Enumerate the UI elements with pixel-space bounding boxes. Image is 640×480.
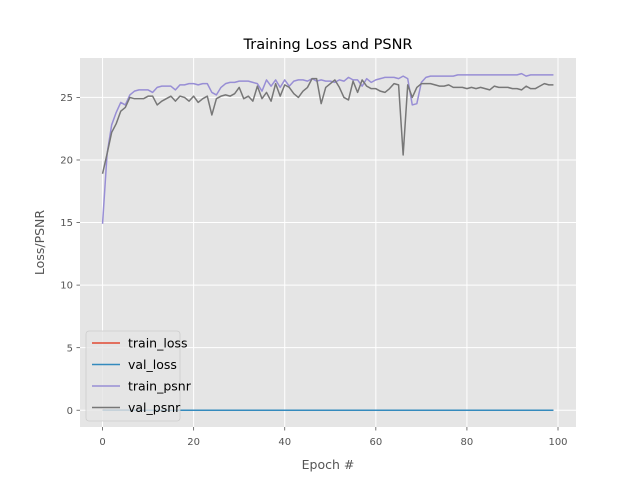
x-tick-label: 20 bbox=[187, 437, 200, 448]
legend-box bbox=[85, 330, 181, 422]
y-axis-label: Loss/PSNR bbox=[32, 210, 47, 275]
x-tick-label: 80 bbox=[461, 437, 474, 448]
y-tick-label: 15 bbox=[60, 218, 73, 229]
x-tick-label: 40 bbox=[278, 437, 291, 448]
legend-label: train_loss bbox=[128, 336, 188, 351]
x-axis-label: Epoch # bbox=[302, 457, 355, 472]
y-tick-label: 0 bbox=[67, 406, 73, 417]
x-tick-label: 60 bbox=[369, 437, 382, 448]
chart-title: Training Loss and PSNR bbox=[243, 37, 413, 53]
y-tick-label: 10 bbox=[60, 281, 73, 292]
y-tick-label: 25 bbox=[60, 93, 73, 104]
y-axis-ticks: 0 5 10 15 20 25 bbox=[60, 93, 80, 417]
series-layer bbox=[101, 72, 554, 411]
legend: train_loss val_loss train_psnr val_psnr bbox=[85, 330, 192, 422]
x-tick-label: 0 bbox=[99, 437, 105, 448]
series-line-train-psnr bbox=[101, 72, 554, 224]
x-axis-ticks: 0 20 40 60 80 100 bbox=[99, 427, 568, 448]
y-tick-label: 5 bbox=[67, 343, 73, 354]
legend-label: val_loss bbox=[128, 357, 177, 372]
y-tick-label: 20 bbox=[60, 156, 73, 167]
legend-label: val_psnr bbox=[128, 400, 181, 415]
series-line-val-psnr bbox=[101, 77, 554, 174]
x-tick-label: 100 bbox=[548, 437, 567, 448]
legend-label: train_psnr bbox=[128, 379, 192, 394]
